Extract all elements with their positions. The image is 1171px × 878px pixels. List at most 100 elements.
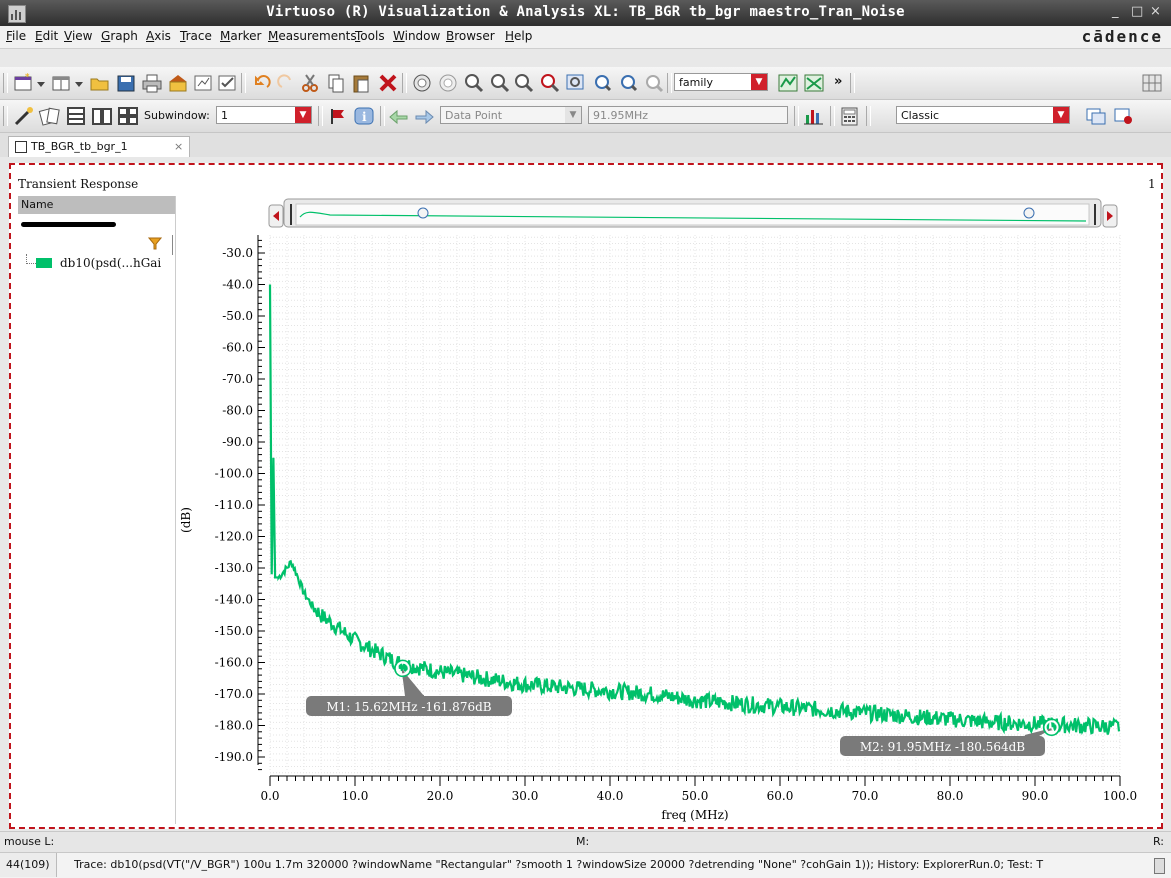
menu-marker[interactable]: Marker [220, 29, 262, 43]
mouse-left-status: mouse L: [4, 835, 55, 848]
style-combo[interactable]: Classic ▼ [896, 106, 1070, 124]
redacted-bar [21, 222, 116, 227]
new-subwindow-icon[interactable] [50, 72, 74, 94]
minimize-button[interactable]: _ [1112, 4, 1119, 19]
delete-icon[interactable] [376, 72, 400, 94]
split-vertical-icon[interactable] [90, 105, 114, 127]
arrow-left-icon[interactable] [387, 105, 411, 127]
command-text: Trace: db10(psd(VT("/V_BGR") 100u 1.7m 3… [74, 858, 1044, 871]
toolbar-separator [402, 73, 407, 93]
window-titlebar: Virtuoso (R) Visualization & Analysis XL… [0, 0, 1171, 26]
arrow-right-icon[interactable] [413, 105, 437, 127]
zoom-y-icon[interactable] [512, 72, 536, 94]
menu-file[interactable]: File [6, 29, 27, 43]
tree-connector [26, 254, 36, 264]
graph-subwindow [9, 163, 1163, 829]
zoom-out-circle-icon[interactable] [436, 72, 460, 94]
split-horizontal-icon[interactable] [64, 105, 88, 127]
redo-icon[interactable] [274, 72, 298, 94]
command-scroll-handle[interactable] [1154, 858, 1165, 874]
flag-icon[interactable] [326, 105, 350, 127]
chevron-down-icon: ▼ [1053, 107, 1069, 123]
toolbar-separator [667, 73, 672, 93]
fit-icon[interactable] [564, 72, 588, 94]
paste-icon[interactable] [350, 72, 374, 94]
zoom-x-icon[interactable] [488, 72, 512, 94]
window-icon[interactable] [1084, 105, 1108, 127]
toolbar-separator [850, 73, 855, 93]
family-combo-value: family [679, 76, 713, 89]
chevron-down-icon: ▼ [565, 107, 581, 123]
subwindow-combo[interactable]: 1 ▼ [216, 106, 312, 124]
tab-tb-bgr[interactable]: TB_BGR_tb_bgr_1 × [8, 136, 190, 157]
style-combo-value: Classic [901, 109, 940, 122]
toolbar-more-button[interactable]: » [834, 74, 843, 89]
trace-sidebar: Name db10(psd(...hGai [18, 196, 176, 824]
zoom-icon[interactable] [462, 72, 486, 94]
check-graph-icon[interactable] [216, 72, 240, 94]
undo-icon[interactable] [250, 72, 274, 94]
toolbar-separator [866, 106, 871, 126]
copy-icon[interactable] [324, 72, 348, 94]
family-table-icon[interactable] [802, 72, 826, 94]
dropdown-arrow-icon[interactable] [74, 72, 84, 94]
cards-icon[interactable] [38, 105, 62, 127]
tab-close-button[interactable]: × [174, 140, 184, 153]
menu-trace[interactable]: Trace [180, 29, 212, 43]
menu-axis[interactable]: Axis [146, 29, 171, 43]
cut-icon[interactable] [298, 72, 322, 94]
info-icon[interactable]: i [352, 105, 376, 127]
menu-browser[interactable]: Browser [446, 29, 495, 43]
export-image-icon[interactable] [166, 72, 190, 94]
zoom-in-circle-icon[interactable] [410, 72, 434, 94]
menu-help[interactable]: Help [505, 29, 533, 43]
print-icon[interactable] [140, 72, 164, 94]
open-folder-icon[interactable] [88, 72, 112, 94]
zoom-disabled-icon[interactable] [642, 72, 666, 94]
menu-window[interactable]: Window [393, 29, 441, 43]
menu-view[interactable]: View [64, 29, 93, 43]
filter-icon[interactable] [147, 236, 163, 253]
app-icon [8, 5, 26, 23]
datapoint-combo-value: Data Point [445, 109, 503, 122]
menu-tools[interactable]: Tools [355, 29, 385, 43]
window-title: Virtuoso (R) Visualization & Analysis XL… [266, 4, 905, 20]
toolbar-separator [318, 106, 323, 126]
menu-graph[interactable]: Graph [101, 29, 138, 43]
menu-bar: File Edit View Graph Axis Trace Marker M… [0, 26, 1171, 49]
maximize-button[interactable]: □ [1131, 4, 1144, 19]
new-window-icon[interactable]: * [12, 72, 36, 94]
family-combo[interactable]: family ▼ [674, 73, 768, 91]
toolbar-separator [241, 73, 246, 93]
trace-legend-label: db10(psd(...hGai [60, 256, 162, 270]
datapoint-combo[interactable]: Data Point ▼ [440, 106, 582, 124]
menu-measurements[interactable]: Measurements [268, 29, 357, 43]
calculator-icon[interactable] [838, 105, 862, 127]
toolbar-separator [830, 106, 835, 126]
close-window-button[interactable]: × [1150, 4, 1161, 19]
magic-wand-icon[interactable] [12, 105, 36, 127]
trace-legend-item[interactable]: db10(psd(...hGai [20, 254, 175, 272]
menu-edit[interactable]: Edit [35, 29, 59, 43]
subwindow-label: Subwindow: [144, 109, 210, 122]
zoom-region-icon[interactable] [590, 72, 614, 94]
dropdown-arrow-icon[interactable] [36, 72, 46, 94]
trace-color-swatch [36, 258, 52, 268]
frequency-field[interactable]: 91.95MHz [588, 106, 788, 124]
settings-icon[interactable] [1112, 105, 1136, 127]
frequency-field-value: 91.95MHz [593, 109, 649, 122]
bar-chart-icon[interactable] [802, 105, 826, 127]
save-icon[interactable] [114, 72, 138, 94]
layout-grid-icon[interactable] [1140, 72, 1164, 94]
family-plot-icon[interactable] [776, 72, 800, 94]
mouse-middle-status: M: [576, 835, 590, 848]
zoom-fit-icon[interactable] [616, 72, 640, 94]
command-bar: 44(109) Trace: db10(psd(VT("/V_BGR") 100… [0, 852, 1171, 878]
split-grid-icon[interactable] [116, 105, 140, 127]
chevron-down-icon: ▼ [295, 107, 311, 123]
tab-label: TB_BGR_tb_bgr_1 [31, 140, 128, 153]
edit-graph-icon[interactable] [192, 72, 216, 94]
subwindow-combo-value: 1 [221, 109, 228, 122]
zoom-box-icon[interactable] [538, 72, 562, 94]
main-toolbar: * family ▼ » [0, 67, 1171, 100]
